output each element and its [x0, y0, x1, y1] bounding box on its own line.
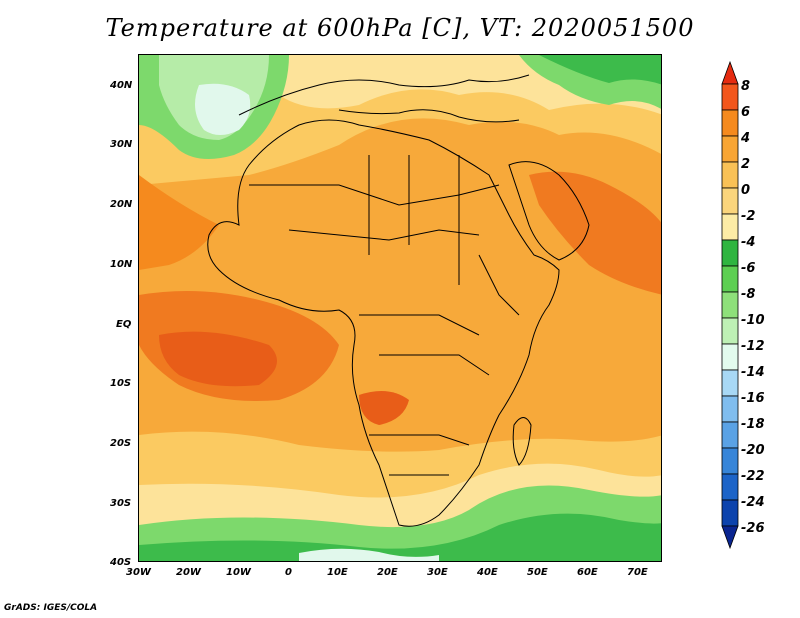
lat-label-40n: 40N	[110, 80, 133, 91]
colorbar-segment	[721, 135, 739, 163]
lat-label-eq: EQ	[116, 319, 132, 330]
southern-ocean-green-dark	[139, 513, 661, 561]
southern-ocean-pale	[299, 548, 439, 561]
border-east	[478, 254, 520, 316]
africa-coast	[207, 119, 560, 527]
colorbar-label: 8	[741, 79, 751, 94]
colorbar-segment	[721, 265, 739, 293]
lat-label-30s: 30S	[110, 498, 132, 509]
mediterranean-coast	[338, 109, 520, 123]
colorbar-label: -26	[741, 521, 765, 536]
lat-label-20n: 20N	[110, 199, 133, 210]
lon-label-60e: 60E	[577, 567, 598, 578]
asia-green-dark	[539, 55, 661, 85]
lon-label-20w: 20W	[176, 567, 201, 578]
lat-label-30n: 30N	[110, 139, 133, 150]
colorbar-segment	[721, 291, 739, 319]
lat-label-20s: 20S	[110, 438, 132, 449]
border-north	[249, 184, 500, 206]
lat-label-10n: 10N	[110, 259, 133, 270]
coastlines	[207, 74, 590, 527]
lat-label-10s: 10S	[110, 378, 132, 389]
colorbar-label: -12	[741, 339, 765, 354]
colorbar-segment	[721, 395, 739, 423]
colorbar-label: -4	[741, 235, 756, 250]
colorbar-segment	[721, 187, 739, 215]
atlantic-pale	[195, 83, 251, 135]
page-title: Temperature at 600hPa [C], VT: 202005150…	[105, 14, 695, 42]
southern-africa-hot	[359, 391, 409, 425]
lon-label-10e: 10E	[327, 567, 348, 578]
border-vertical	[368, 155, 460, 285]
colorbar-segment	[721, 499, 739, 527]
colorbar-label: 6	[741, 105, 751, 120]
colorbar-segment	[721, 317, 739, 345]
colorbar-segment	[721, 83, 739, 111]
west-atlantic-warm	[139, 175, 219, 270]
lat-label-40s: 40S	[110, 557, 132, 568]
colorbar-label: 2	[741, 157, 751, 172]
lon-label-50e: 50E	[527, 567, 548, 578]
colorbar-segment	[721, 447, 739, 475]
colorbar-segment	[721, 239, 739, 267]
arabia-coast	[508, 161, 590, 261]
europe-coast	[238, 74, 530, 116]
colorbar-segment	[721, 109, 739, 137]
colorbar-segment	[721, 343, 739, 371]
lon-label-30w: 30W	[126, 567, 151, 578]
lon-label-0: 0	[285, 567, 292, 578]
lon-label-70e: 70E	[627, 567, 648, 578]
lon-label-40e: 40E	[477, 567, 498, 578]
colorbar-segment	[721, 213, 739, 241]
colorbar-label: -6	[741, 261, 756, 276]
colorbar-bottom-triangle	[721, 525, 739, 550]
colorbar-label: 0	[741, 183, 751, 198]
colorbar-label: -14	[741, 365, 765, 380]
colorbar-label: -16	[741, 391, 765, 406]
colorbar-label: -2	[741, 209, 756, 224]
grads-credit: GrADS: IGES/COLA	[4, 603, 98, 613]
border-central	[359, 314, 490, 376]
colorbar-segment	[721, 369, 739, 397]
lon-label-30e: 30E	[427, 567, 448, 578]
colorbar-label: -22	[741, 469, 765, 484]
colorbar-top-triangle	[721, 60, 739, 85]
colorbar-segment	[721, 473, 739, 501]
colorbar-label: -20	[741, 443, 765, 458]
colorbar	[721, 60, 739, 550]
lon-label-10w: 10W	[226, 567, 251, 578]
colorbar-label: -24	[741, 495, 765, 510]
colorbar-label: 4	[741, 131, 751, 146]
colorbar-segment	[721, 421, 739, 449]
border-sahel	[288, 229, 480, 241]
temperature-map	[139, 55, 661, 561]
colorbar-segment	[721, 161, 739, 189]
lon-label-20e: 20E	[377, 567, 398, 578]
colorbar-label: -18	[741, 417, 765, 432]
south-atlantic-hotter	[159, 331, 277, 387]
arabian-sea-hot	[529, 171, 661, 295]
colorbar-label: -10	[741, 313, 765, 328]
border-south	[369, 434, 470, 476]
colorbar-label: -8	[741, 287, 756, 302]
madagascar-coast	[512, 417, 532, 466]
map-frame	[138, 54, 662, 562]
